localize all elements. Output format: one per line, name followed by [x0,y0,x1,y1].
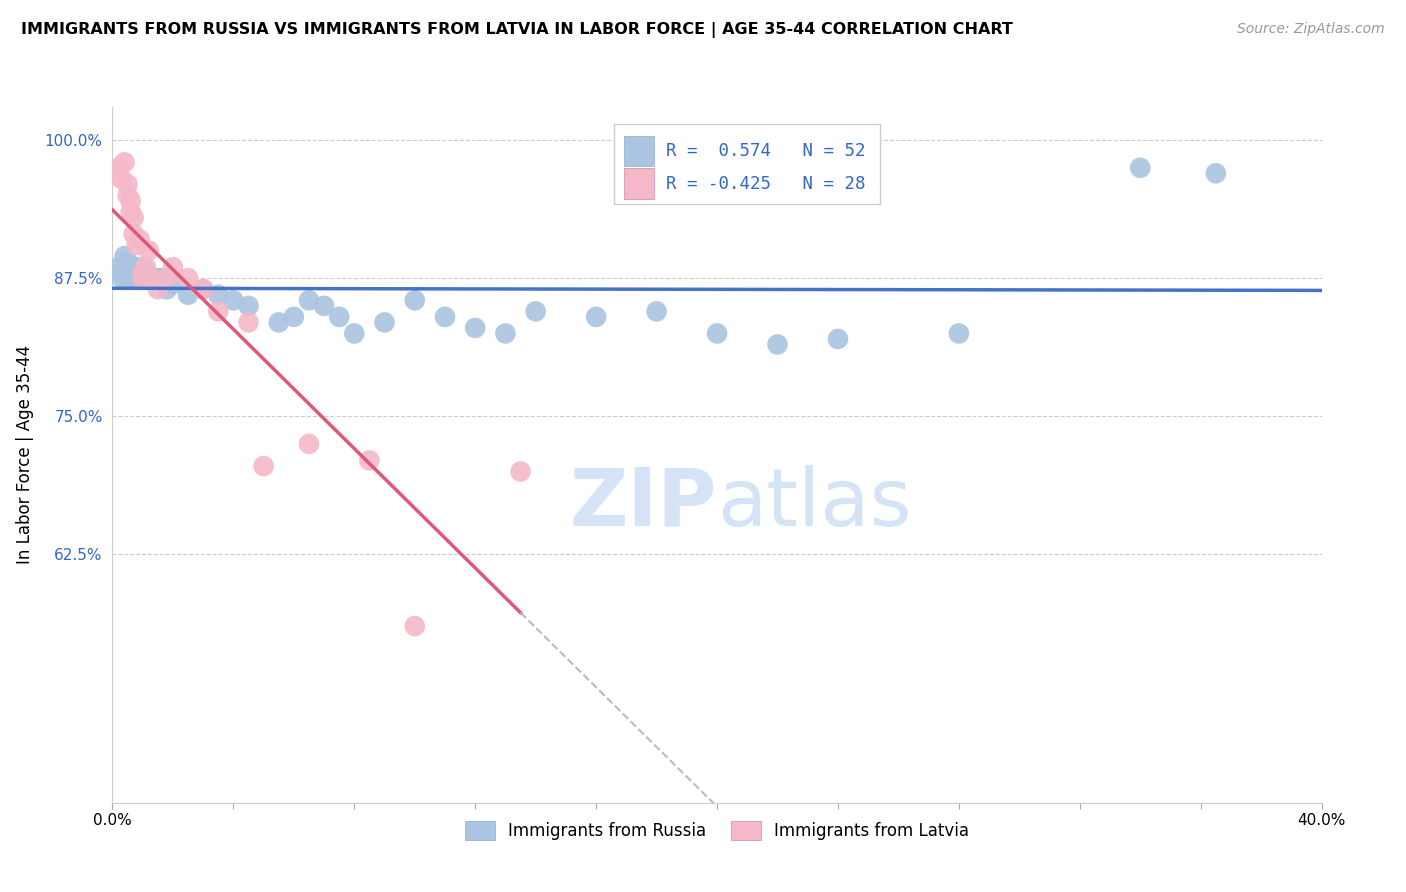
Point [1205,166,1227,180]
Y-axis label: In Labor Force | Age 35-44: In Labor Force | Age 35-44 [15,345,34,565]
Point [125,238,148,252]
Point [283,310,305,324]
Point [107,161,129,175]
Point [207,287,229,301]
Point [125,260,148,275]
Bar [624,136,654,166]
Point [404,293,426,308]
Point [162,260,184,275]
Point [343,326,366,341]
Point [107,260,129,275]
Point [135,266,157,280]
Point [524,304,547,318]
Point [138,271,160,285]
Point [238,315,260,329]
Point [222,293,245,308]
Point [132,271,155,285]
Point [122,227,145,241]
Point [120,266,142,280]
Point [359,453,381,467]
Point [128,233,150,247]
Point [122,211,145,225]
Point [156,282,179,296]
Point [314,299,336,313]
Point [132,266,155,280]
FancyBboxPatch shape [614,124,880,204]
Point [253,458,276,473]
Point [1129,161,1152,175]
Point [146,271,169,285]
Point [191,282,215,296]
Point [117,271,139,285]
Point [191,282,215,296]
Point [110,271,132,285]
Point [138,244,160,258]
Point [267,315,290,329]
Point [298,437,321,451]
Point [122,260,145,275]
Point [177,271,200,285]
Point [146,282,169,296]
Point [132,266,155,280]
Point [298,293,321,308]
Point [374,315,396,329]
Point [509,465,531,479]
Text: Source: ZipAtlas.com: Source: ZipAtlas.com [1237,22,1385,37]
Point [120,194,142,208]
Point [141,271,163,285]
Point [143,271,166,285]
Point [114,155,136,169]
Point [122,271,145,285]
Point [156,271,179,285]
Point [177,287,200,301]
Point [495,326,517,341]
Point [132,260,155,275]
Point [117,188,139,202]
Point [585,310,607,324]
Text: atlas: atlas [717,465,911,542]
Point [162,277,184,291]
Point [149,271,172,285]
Point [117,266,139,280]
Point [110,171,132,186]
Text: R = -0.425   N = 28: R = -0.425 N = 28 [666,175,866,193]
Text: ZIP: ZIP [569,465,717,542]
Text: R =  0.574   N = 52: R = 0.574 N = 52 [666,142,866,160]
Point [128,271,150,285]
Point [207,304,229,318]
Point [766,337,789,351]
Point [135,260,157,275]
Point [110,266,132,280]
Text: IMMIGRANTS FROM RUSSIA VS IMMIGRANTS FROM LATVIA IN LABOR FORCE | AGE 35-44 CORR: IMMIGRANTS FROM RUSSIA VS IMMIGRANTS FRO… [21,22,1012,38]
Bar [624,169,654,199]
Point [948,326,970,341]
Point [464,321,486,335]
Point [706,326,728,341]
Point [114,266,136,280]
Point [132,271,155,285]
Point [238,299,260,313]
Point [827,332,849,346]
Point [328,310,350,324]
Point [117,254,139,268]
Point [404,619,426,633]
Point [434,310,457,324]
Point [125,271,148,285]
Point [645,304,668,318]
Point [114,249,136,263]
Point [128,266,150,280]
Point [117,178,139,192]
Legend: Immigrants from Russia, Immigrants from Latvia: Immigrants from Russia, Immigrants from … [458,814,976,847]
Point [141,271,163,285]
Point [120,205,142,219]
Point [120,260,142,275]
